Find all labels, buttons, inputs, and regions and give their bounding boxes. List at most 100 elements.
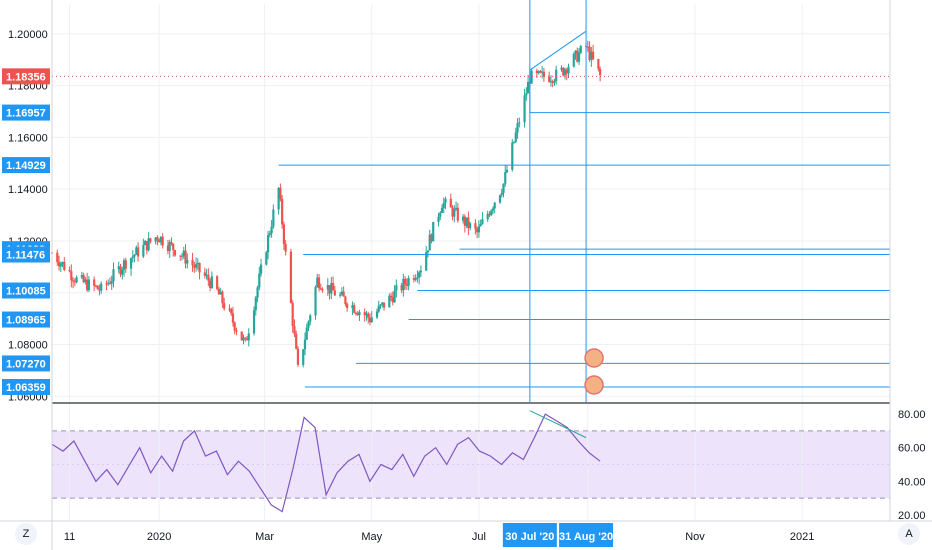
candle-up (577, 52, 581, 62)
candle-up (159, 236, 163, 243)
candle-up (563, 69, 567, 76)
candle-down (296, 348, 300, 365)
candle-down (328, 285, 331, 294)
candle-up (491, 208, 495, 211)
candle-up (395, 285, 398, 291)
candle-up (444, 198, 447, 203)
candle-up (358, 312, 361, 316)
candle-down (356, 313, 359, 316)
candle-down (244, 337, 247, 339)
date-badge (502, 523, 557, 547)
candle-up (419, 270, 423, 273)
event-icon (584, 348, 604, 368)
candle-up (461, 216, 465, 221)
price-tick-label: 1.08000 (8, 340, 48, 352)
candle-up (351, 305, 354, 309)
candle-down (363, 312, 366, 316)
candle-up (272, 209, 275, 227)
candle-down (172, 243, 175, 251)
rsi-tick-label: 60.00 (898, 443, 926, 455)
grid-layer (52, 4, 890, 520)
candle-up (530, 70, 533, 84)
candle-down (488, 213, 491, 216)
candle-up (59, 263, 62, 267)
candle-down (599, 68, 602, 76)
candle-up (254, 297, 257, 311)
candle-down (542, 71, 546, 77)
rsi-band-layer (52, 430, 890, 499)
candle-down (539, 71, 542, 73)
rsi-line (51, 413, 601, 513)
candle-up (307, 321, 310, 328)
candle-up (242, 337, 245, 341)
candle-up (402, 278, 405, 291)
candle-up (502, 183, 505, 194)
candle-up (80, 275, 83, 278)
candle-down (240, 331, 243, 341)
candle-up (84, 279, 87, 283)
candle-down (321, 289, 324, 291)
candle-up (107, 282, 110, 285)
candle-down (179, 255, 182, 257)
time-tick-label: 2021 (790, 531, 814, 543)
candle-up (182, 250, 185, 256)
candle-down (98, 289, 101, 291)
candle-down (70, 271, 73, 281)
candle-up (560, 67, 563, 70)
candle-up (270, 226, 273, 234)
candle-down (228, 308, 231, 310)
candle-up (268, 233, 271, 236)
candle-up (303, 339, 307, 350)
candle-up (490, 210, 493, 216)
candle-up (379, 304, 382, 306)
date-badge-label: 31 Aug '20 (559, 531, 613, 543)
candle-up (340, 291, 343, 295)
candle-up (549, 81, 553, 83)
candle-up (186, 259, 189, 264)
candle-down (56, 252, 59, 263)
candle-down (158, 239, 161, 243)
time-tick-label: 2020 (147, 531, 171, 543)
candle-up (572, 53, 575, 67)
candle-down (405, 284, 408, 286)
candle-down (591, 51, 595, 59)
candle-up (511, 142, 514, 170)
level-badge (2, 355, 50, 372)
candle-up (87, 279, 90, 291)
candle-down (198, 262, 201, 273)
candle-up (525, 93, 528, 96)
last-price-badge (2, 68, 50, 85)
drawings-layer (52, 0, 890, 439)
candle-up (219, 291, 222, 295)
candle-down (404, 278, 407, 285)
candle-up (439, 212, 442, 217)
candle-up (526, 81, 530, 94)
candle-down (245, 338, 249, 341)
candle-down (284, 243, 287, 252)
candle-up (555, 69, 558, 81)
candle-up (129, 258, 133, 269)
candle-up (133, 254, 136, 257)
candle-down (354, 312, 358, 314)
candle-up (168, 242, 171, 252)
candle-down (281, 199, 284, 225)
candle-up (252, 310, 256, 334)
candle-down (217, 289, 220, 295)
timezone-button[interactable]: Z (15, 523, 37, 545)
candle-down (586, 46, 589, 48)
candle-up (196, 262, 199, 265)
candle-down (368, 317, 372, 323)
level-badge (2, 246, 50, 263)
candle-up (388, 295, 391, 308)
level-badge (2, 157, 50, 174)
candle-down (230, 308, 233, 314)
candle-up (302, 349, 305, 365)
candle-up (326, 285, 329, 290)
candle-down (166, 245, 170, 252)
candle-down (203, 272, 206, 276)
level-badge (2, 282, 50, 299)
candle-down (353, 305, 356, 313)
candle-down (449, 198, 452, 208)
auto-scale-button[interactable]: A (898, 523, 920, 545)
